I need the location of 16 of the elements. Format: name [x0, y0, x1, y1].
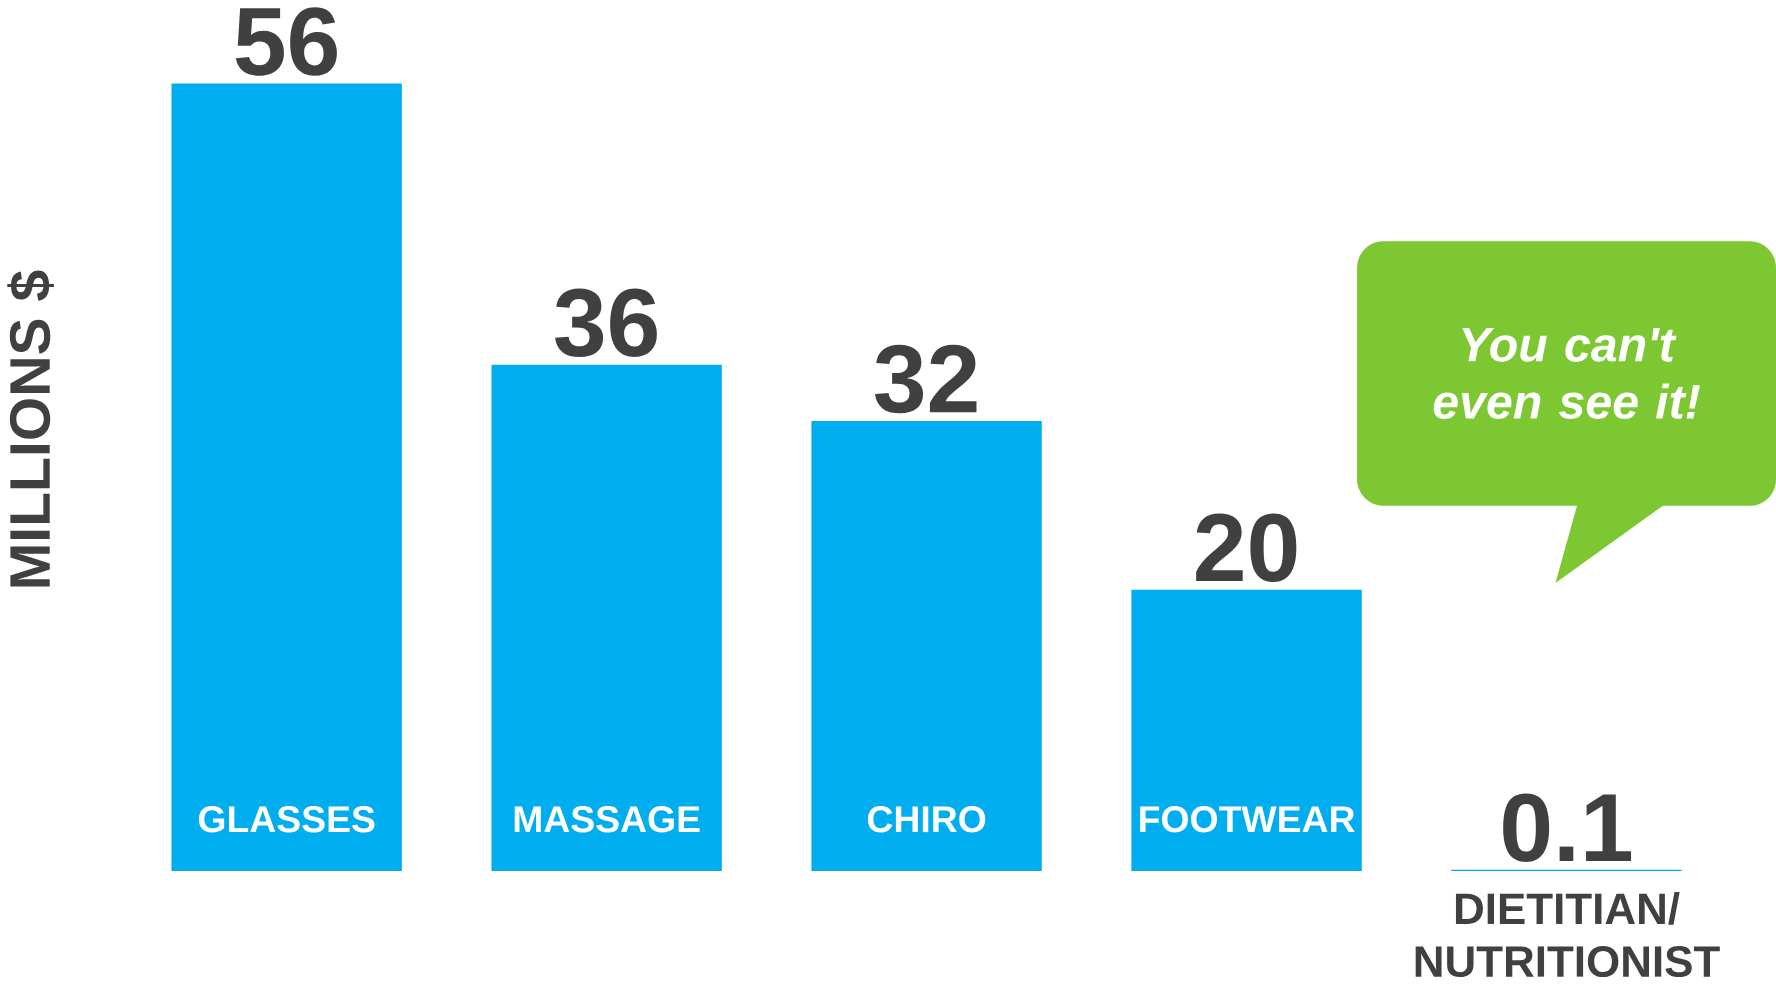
data-label: 0.1: [1503, 793, 1632, 862]
x-tick-label: FOOTWEAR: [1140, 805, 1355, 833]
x-tick-label: GLASSES: [198, 805, 375, 833]
y-axis-title: MILLIONS $: [7, 270, 54, 587]
x-tick-label: DIETITIAN/ NUTRITIONIST: [1415, 891, 1720, 977]
x-tick-label: CHIRO: [867, 805, 986, 833]
bar: [171, 83, 402, 871]
bar: [1131, 589, 1362, 871]
data-label: 36: [555, 288, 657, 357]
data-label: 56: [235, 7, 337, 76]
x-tick-label: MASSAGE: [514, 805, 700, 833]
data-label: 20: [1196, 513, 1297, 582]
annotation: You can't even see it!: [1433, 327, 1700, 419]
bar: [811, 420, 1042, 871]
data-label: 32: [875, 344, 977, 414]
bar: [491, 364, 722, 871]
